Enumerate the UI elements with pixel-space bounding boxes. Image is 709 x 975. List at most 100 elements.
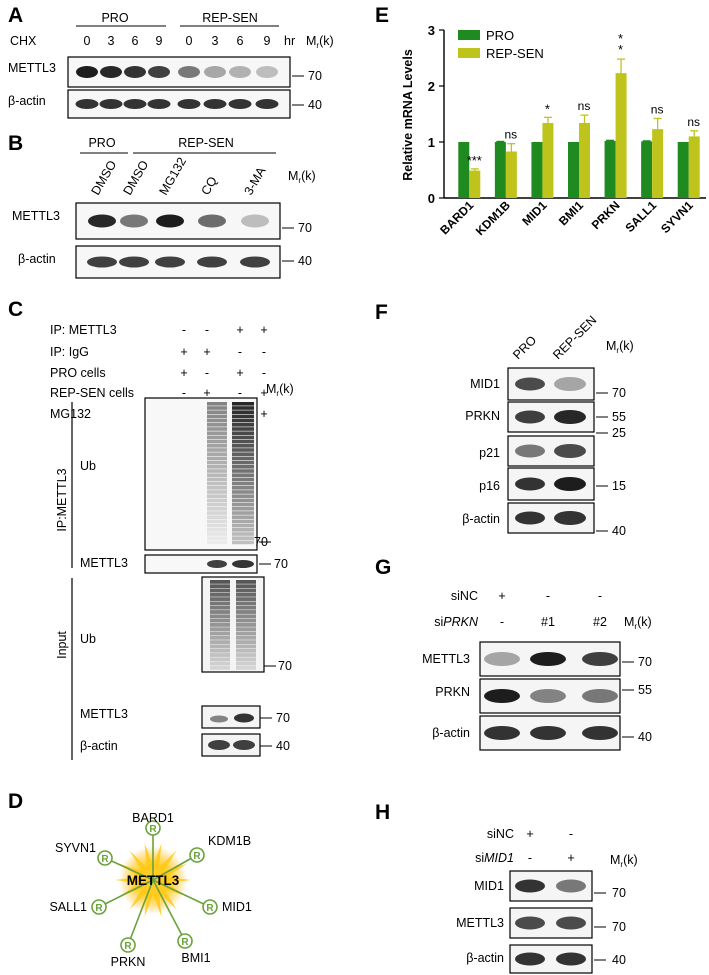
smear-segment: [210, 653, 230, 657]
band: [515, 410, 545, 424]
condition-sign: -: [182, 323, 186, 337]
timepoint-label: 9: [264, 34, 271, 48]
y-tick-label: 3: [428, 23, 435, 38]
significance-mark: ns: [578, 99, 591, 113]
marker-40: 40: [298, 254, 312, 268]
significance-mark: ns: [687, 115, 700, 129]
condition-label-siprkn: siPRKN: [434, 615, 479, 629]
condition-sign: +: [526, 827, 533, 841]
band: [484, 689, 520, 703]
smear-segment: [236, 623, 256, 627]
smear-segment: [207, 473, 227, 477]
bar-chart: 0123***BARD1nsKDM1B*MID1nsBMI1**PRKNnsSA…: [428, 23, 706, 238]
smear-segment: [207, 402, 227, 406]
mr-label-a: Mr(k): [306, 34, 334, 50]
blot-label-actin: β-actin: [80, 739, 118, 753]
edge: [152, 854, 198, 881]
smear-segment: [232, 465, 254, 469]
smear-segment: [232, 473, 254, 477]
condition-sign: +: [567, 851, 574, 865]
smear-segment: [210, 584, 230, 589]
smear-segment: [210, 648, 230, 653]
smear-ub-input: [210, 580, 256, 670]
smear-segment: [232, 402, 254, 406]
blot-frame-actin: [201, 733, 261, 757]
blot-label-ub: Ub: [80, 459, 96, 473]
blot-frame-ub-input: [201, 576, 265, 673]
timepoint-label: 0: [84, 34, 91, 48]
mr-label-g: Mr(k): [624, 615, 652, 631]
node-symbol: R: [95, 903, 103, 914]
band-mettl3: [241, 214, 269, 228]
smear-segment: [232, 423, 254, 427]
timepoint-labels: 0 3 6 9 0 3 6 9: [84, 34, 271, 48]
smear-segment: [207, 490, 227, 494]
band: [554, 377, 586, 391]
bar: [652, 129, 664, 198]
smear-segment: [207, 444, 227, 448]
bands-actin: [75, 99, 279, 109]
band-actin: [255, 99, 279, 109]
smear-segment: [232, 536, 254, 540]
band: [582, 689, 618, 703]
condition-sign: -: [262, 366, 266, 380]
treatment-labels: DMSO DMSO MG132 CQ 3-MA: [88, 155, 268, 198]
blot-label-actin: β-actin: [8, 94, 46, 108]
marker-label: 70: [612, 886, 626, 900]
smear-segment: [232, 452, 254, 456]
smear-segment: [207, 423, 227, 427]
smear-segment: [236, 657, 256, 662]
condition-sign: -: [205, 323, 209, 337]
legend-label: REP-SEN: [486, 46, 544, 61]
x-tick-label: SALL1: [622, 198, 659, 235]
smear-segment: [232, 456, 254, 461]
condition-sign: +: [180, 366, 187, 380]
band-mettl3: [88, 214, 116, 228]
band-actin: [75, 99, 99, 109]
smear-segment: [207, 435, 227, 440]
smear-segment: [232, 444, 254, 448]
smear-segment: [207, 502, 227, 507]
bands-mettl3-input: [210, 713, 254, 723]
group-label-pro: PRO: [88, 136, 115, 150]
group-label-pro: PRO: [101, 11, 128, 25]
x-tick-label: BARD1: [437, 198, 476, 237]
band: [530, 726, 566, 740]
smear-segment: [232, 532, 254, 536]
smear-segment: [236, 584, 256, 589]
marker-70: 70: [254, 535, 268, 549]
marker-40: 40: [308, 98, 322, 112]
section-label-ip: IP:METTL3: [55, 468, 69, 531]
band-actin: [228, 99, 252, 109]
blot-label: PRKN: [465, 409, 500, 423]
smear-segment: [236, 635, 256, 640]
treatment-label: 3-MA: [241, 164, 268, 197]
treatment-label: MG132: [156, 155, 189, 198]
condition-sign: +: [203, 345, 210, 359]
smear-segment: [207, 439, 227, 444]
blot-label: p16: [479, 479, 500, 493]
smear-segment: [207, 469, 227, 473]
panel-letter-e: E: [375, 4, 389, 27]
smear-segment: [210, 627, 230, 632]
condition-sign: -: [546, 589, 550, 603]
node-circle: [91, 899, 107, 915]
node-symbol: R: [149, 824, 157, 835]
condition-sign: -: [569, 827, 573, 841]
band-actin: [203, 99, 227, 109]
marker-label: 55: [612, 410, 626, 424]
smear-segment: [207, 511, 227, 515]
treatment-label: DMSO: [120, 158, 151, 198]
hour-unit: hr: [284, 34, 295, 48]
smear-segment: [236, 640, 256, 644]
panel-letter-c: C: [8, 298, 23, 321]
smear-segment: [207, 494, 227, 498]
smear-ub-ip: [207, 402, 254, 545]
x-tick-label: MID1: [519, 198, 549, 228]
smear-segment: [207, 519, 227, 524]
band-mettl3: [210, 715, 228, 723]
band: [582, 652, 618, 666]
marker-70: 70: [278, 659, 292, 673]
smear-segment: [207, 418, 227, 423]
